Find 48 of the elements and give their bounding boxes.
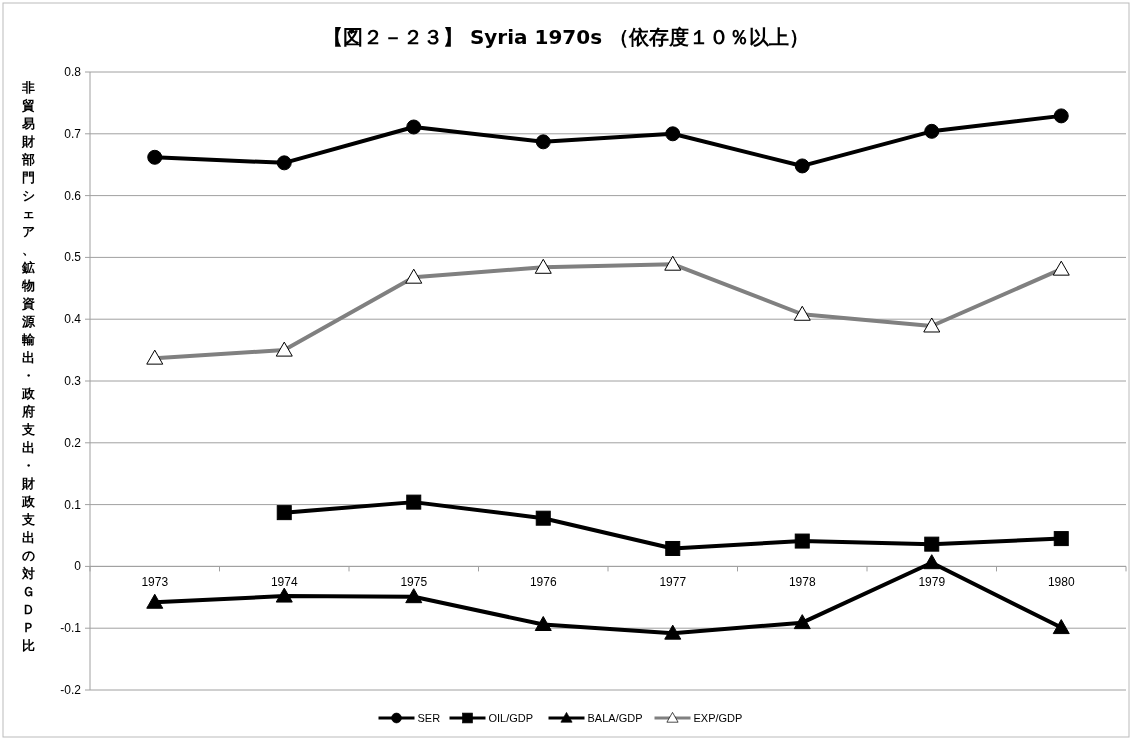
y-tick-label: -0.1	[60, 621, 82, 636]
point	[276, 505, 292, 521]
x-tick-label: 1976	[529, 575, 557, 590]
point	[924, 123, 940, 139]
y-tick-label: 0.5	[64, 250, 82, 265]
point	[275, 587, 293, 603]
x-tick-label: 1978	[788, 575, 816, 590]
x-tick-label: 1977	[659, 575, 687, 590]
x-tick-label: 1973	[141, 575, 169, 590]
point	[1053, 108, 1069, 124]
point	[405, 588, 423, 604]
y-tick-label: 0.4	[64, 312, 82, 327]
point	[406, 494, 422, 510]
point	[664, 624, 682, 640]
point	[534, 615, 552, 631]
point	[665, 126, 681, 142]
point	[665, 540, 681, 556]
x-tick-label: 1980	[1047, 575, 1075, 590]
point	[1053, 531, 1069, 547]
point	[146, 593, 164, 609]
chart-title: 【図２－２３】 Syria 1970s （依存度１０％以上）	[322, 25, 810, 49]
point	[535, 510, 551, 526]
point	[276, 155, 292, 171]
point	[794, 533, 810, 549]
legend-label: OIL/GDP	[488, 712, 534, 724]
point	[793, 614, 811, 630]
y-tick-label: 0.1	[64, 497, 82, 512]
y-tick-label: -0.2	[60, 683, 82, 697]
text: 非貿易財部門シェア、鉱物資源輸出・政府支出・財政支出の対ＧＤＰ比	[21, 80, 35, 653]
legend-label: BALA/GDP	[587, 712, 643, 724]
x-tick-label: 1979	[918, 575, 946, 590]
point	[794, 158, 810, 174]
y-tick-label: 0.8	[64, 65, 82, 79]
legend-label: SER	[417, 712, 441, 724]
point	[535, 134, 551, 150]
y-tick-label: 0.2	[64, 435, 82, 450]
point	[1052, 619, 1070, 635]
y-tick-label: 0.6	[64, 188, 82, 203]
legend-label: EXP/GDP	[693, 712, 743, 724]
y-tick-label: 0.3	[64, 374, 82, 388]
point	[924, 536, 940, 552]
point	[147, 149, 163, 165]
point	[406, 119, 422, 135]
point	[923, 554, 941, 570]
y-tick-label: 0.7	[64, 126, 82, 141]
x-tick-label: 1974	[270, 575, 298, 590]
y-tick-label: 0	[74, 559, 82, 574]
x-tick-label: 1975	[400, 575, 428, 590]
